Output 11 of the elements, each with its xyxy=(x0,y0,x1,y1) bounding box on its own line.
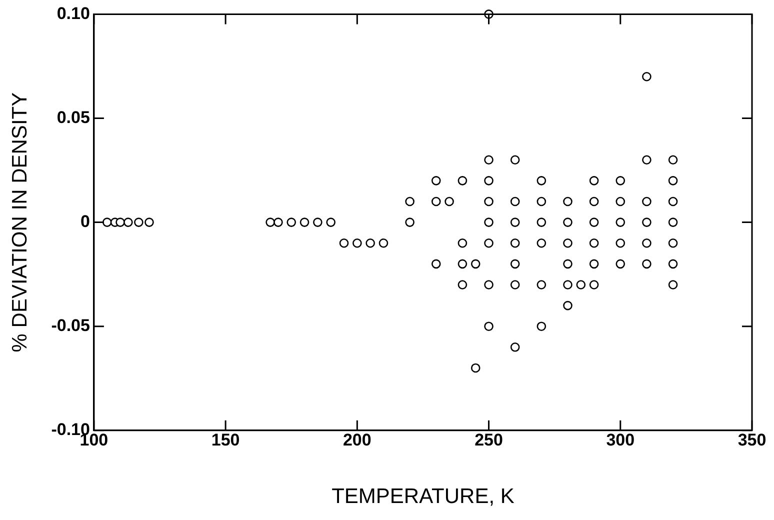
x-tick-label: 350 xyxy=(738,430,766,450)
y-tick-label: 0.10 xyxy=(56,4,90,23)
y-tick-label: 0 xyxy=(80,212,90,231)
x-tick-label: 150 xyxy=(211,430,240,450)
y-tick-label: -0.05 xyxy=(51,316,90,336)
y-axis-title: % DEVIATION IN DENSITY xyxy=(8,92,32,352)
x-axis-title: TEMPERATURE, K xyxy=(332,485,514,508)
y-tick-label: 0.05 xyxy=(56,108,90,127)
x-tick-label: 200 xyxy=(342,430,372,450)
x-tick-label: 300 xyxy=(606,430,635,450)
x-tick-label: 250 xyxy=(474,430,503,450)
